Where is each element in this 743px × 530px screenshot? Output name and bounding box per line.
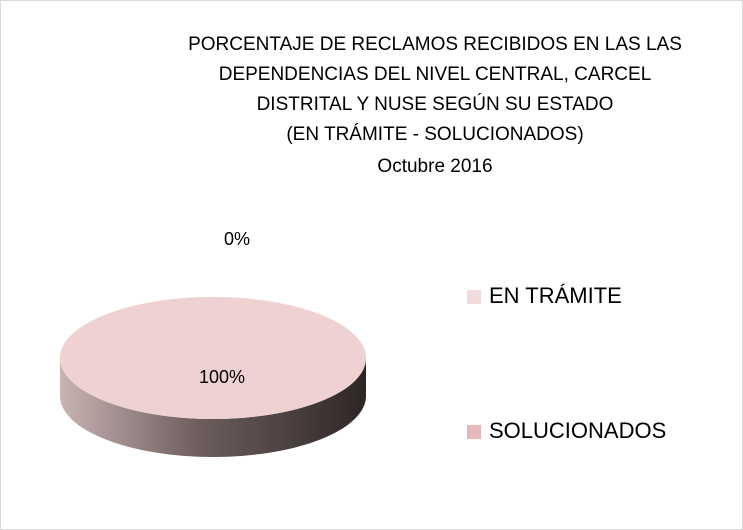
chart-title: (EN TRÁMITE - SOLUCIONADOS) — [286, 124, 583, 145]
data-label: 100% — [199, 367, 245, 387]
pie-slice — [60, 297, 366, 419]
chart-subtitle: Octubre 2016 — [377, 156, 492, 177]
pie-side — [60, 358, 366, 457]
chart-title: DISTRITAL Y NUSE SEGÚN SU ESTADO — [257, 93, 614, 115]
legend-swatch — [467, 290, 481, 304]
chart-title: DEPENDENCIAS DEL NIVEL CENTRAL, CARCEL — [219, 64, 652, 85]
chart-title: PORCENTAJE DE RECLAMOS RECIBIDOS EN LAS … — [188, 34, 682, 55]
pie-highlight — [60, 297, 366, 419]
data-label: 0% — [224, 229, 250, 249]
legend-label: EN TRÁMITE — [489, 283, 622, 308]
legend-label: SOLUCIONADOS — [489, 418, 666, 443]
legend-swatch — [467, 425, 481, 439]
